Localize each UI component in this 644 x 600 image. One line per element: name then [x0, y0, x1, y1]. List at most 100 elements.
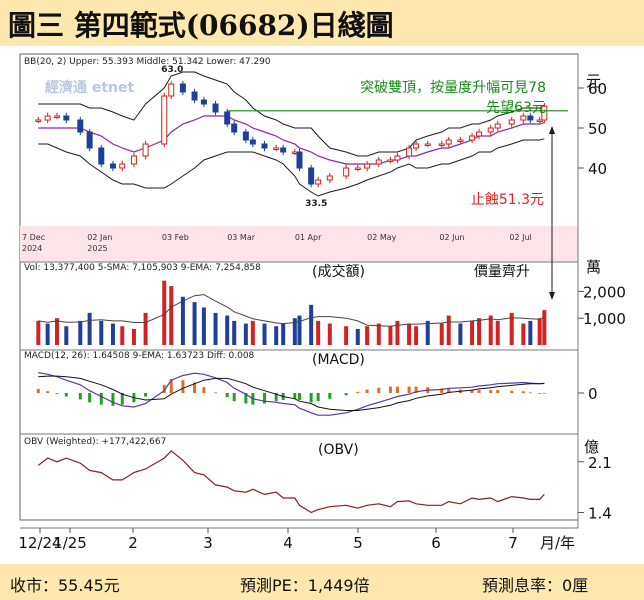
- price-candle: [98, 147, 105, 165]
- volume-bar: [78, 320, 83, 345]
- volume-bar: [477, 318, 482, 345]
- volume-bar: [376, 323, 381, 345]
- date-label-5: 02 May: [367, 233, 397, 242]
- price-candle: [109, 163, 116, 169]
- volume-bar: [120, 326, 125, 345]
- macd-hist-bar: [388, 386, 392, 393]
- volume-sma-line: [38, 294, 545, 327]
- price-candle: [364, 163, 371, 169]
- obv-unit-label: 億: [584, 438, 599, 456]
- volume-bar: [297, 315, 302, 345]
- macd-hist-bar: [293, 393, 297, 399]
- volume-bar: [344, 326, 349, 345]
- volume-bar: [192, 302, 197, 345]
- price-candle: [44, 115, 51, 121]
- price-candle: [494, 123, 501, 129]
- volume-bar: [309, 304, 314, 345]
- forecast-pe: 預測PE：1,449倍: [240, 576, 370, 595]
- volume-bar: [243, 323, 248, 345]
- volume-bar: [169, 286, 174, 345]
- macd-hist-bar: [120, 393, 124, 405]
- price-candle: [77, 119, 84, 133]
- date-label-7: 02 Jul: [509, 233, 531, 242]
- target-note-2: 先望63元: [486, 100, 546, 116]
- forecast-yield: 預測息率：0厘: [482, 576, 589, 595]
- footer: 收市：55.45元 預測PE：1,449倍 預測息率：0厘: [0, 564, 644, 600]
- volume-bar: [87, 312, 92, 345]
- price-candle: [168, 83, 175, 97]
- macd-hist-bar: [78, 393, 82, 400]
- volume-bar: [488, 315, 493, 345]
- volume-bar: [439, 323, 444, 345]
- volume-bar: [262, 323, 267, 345]
- volume-tick-label-1: 2,000: [583, 283, 626, 301]
- volume-bar: [316, 320, 321, 345]
- stop-loss-note: 止蝕51.3元: [471, 191, 544, 208]
- volume-legend: Vol: 13,377,400 5-SMA: 7,105,903 9-EMA: …: [24, 263, 261, 273]
- macd-hist-bar: [193, 382, 197, 393]
- volume-bar: [414, 326, 419, 345]
- price-candle: [487, 127, 494, 133]
- price-candle: [119, 163, 126, 169]
- price-candle: [191, 91, 198, 101]
- price-candle: [179, 83, 186, 93]
- date-label-3: 03 Mar: [227, 233, 256, 242]
- price-candle: [520, 115, 527, 121]
- price-candle: [261, 143, 268, 149]
- volume-bar: [355, 328, 360, 345]
- price-candle: [424, 143, 431, 146]
- macd-hist-bar: [64, 393, 68, 397]
- macd-hist-bar: [36, 388, 40, 393]
- macd-hist-bar: [328, 393, 332, 399]
- volume-title: (成交額): [312, 263, 365, 280]
- month-label-1: 1/25: [53, 534, 87, 552]
- title-bar: 圖三 第四範式(06682)日綫圖: [0, 0, 644, 46]
- volume-bar: [143, 312, 148, 345]
- volume-bar: [36, 320, 41, 345]
- watermark-text: 經濟通 etnet: [45, 79, 135, 96]
- price-tick-label-2: 60: [588, 80, 607, 98]
- volume-bar: [542, 310, 547, 345]
- price-candle: [406, 147, 413, 157]
- volume-bar: [213, 312, 218, 345]
- macd-tick-label-0: 0: [588, 385, 598, 403]
- date-label-2: 03 Feb: [162, 233, 189, 242]
- macd-hist-bar: [496, 390, 500, 393]
- volume-bar: [470, 320, 475, 345]
- price-candle: [326, 175, 333, 181]
- macd-hist-bar: [477, 390, 481, 393]
- volume-bar: [201, 307, 206, 345]
- price-candle: [476, 131, 483, 137]
- price-candle: [315, 179, 322, 185]
- price-candle: [536, 119, 543, 122]
- date-label-year-0: 2024: [22, 244, 42, 253]
- macd-hist-bar: [88, 393, 92, 403]
- price-candle: [63, 115, 70, 121]
- obv-tick-label-0: 1.4: [588, 505, 612, 523]
- volume-bar: [225, 315, 230, 345]
- month-label-3: 3: [203, 534, 213, 552]
- macd-hist-bar: [144, 393, 148, 397]
- volume-bar: [521, 323, 526, 345]
- price-candle: [53, 115, 60, 118]
- macd-hist-bar: [414, 386, 418, 393]
- chart-svg: 經濟通 etnet BB(20, 2) Upper: 55.393 Middle:…: [18, 53, 626, 552]
- price-candle: [296, 151, 303, 169]
- arrow-head-up: [549, 126, 555, 134]
- price-candle: [394, 155, 401, 161]
- macd-hist-bar: [407, 386, 411, 393]
- price-candle: [242, 131, 249, 141]
- volume-bar: [45, 323, 50, 345]
- macd-hist-bar: [377, 387, 381, 393]
- volume-bar: [180, 296, 185, 345]
- price-candle: [387, 159, 394, 162]
- volume-bar: [495, 320, 500, 345]
- price-candle: [354, 167, 361, 170]
- macd-hist-bar: [111, 393, 115, 406]
- price-candle: [469, 135, 476, 141]
- macd-hist-bar: [297, 393, 301, 400]
- volume-bar: [274, 326, 279, 345]
- month-label-7: 7: [508, 534, 518, 552]
- volume-bar: [281, 323, 286, 345]
- peak-label: 63.0: [161, 65, 183, 75]
